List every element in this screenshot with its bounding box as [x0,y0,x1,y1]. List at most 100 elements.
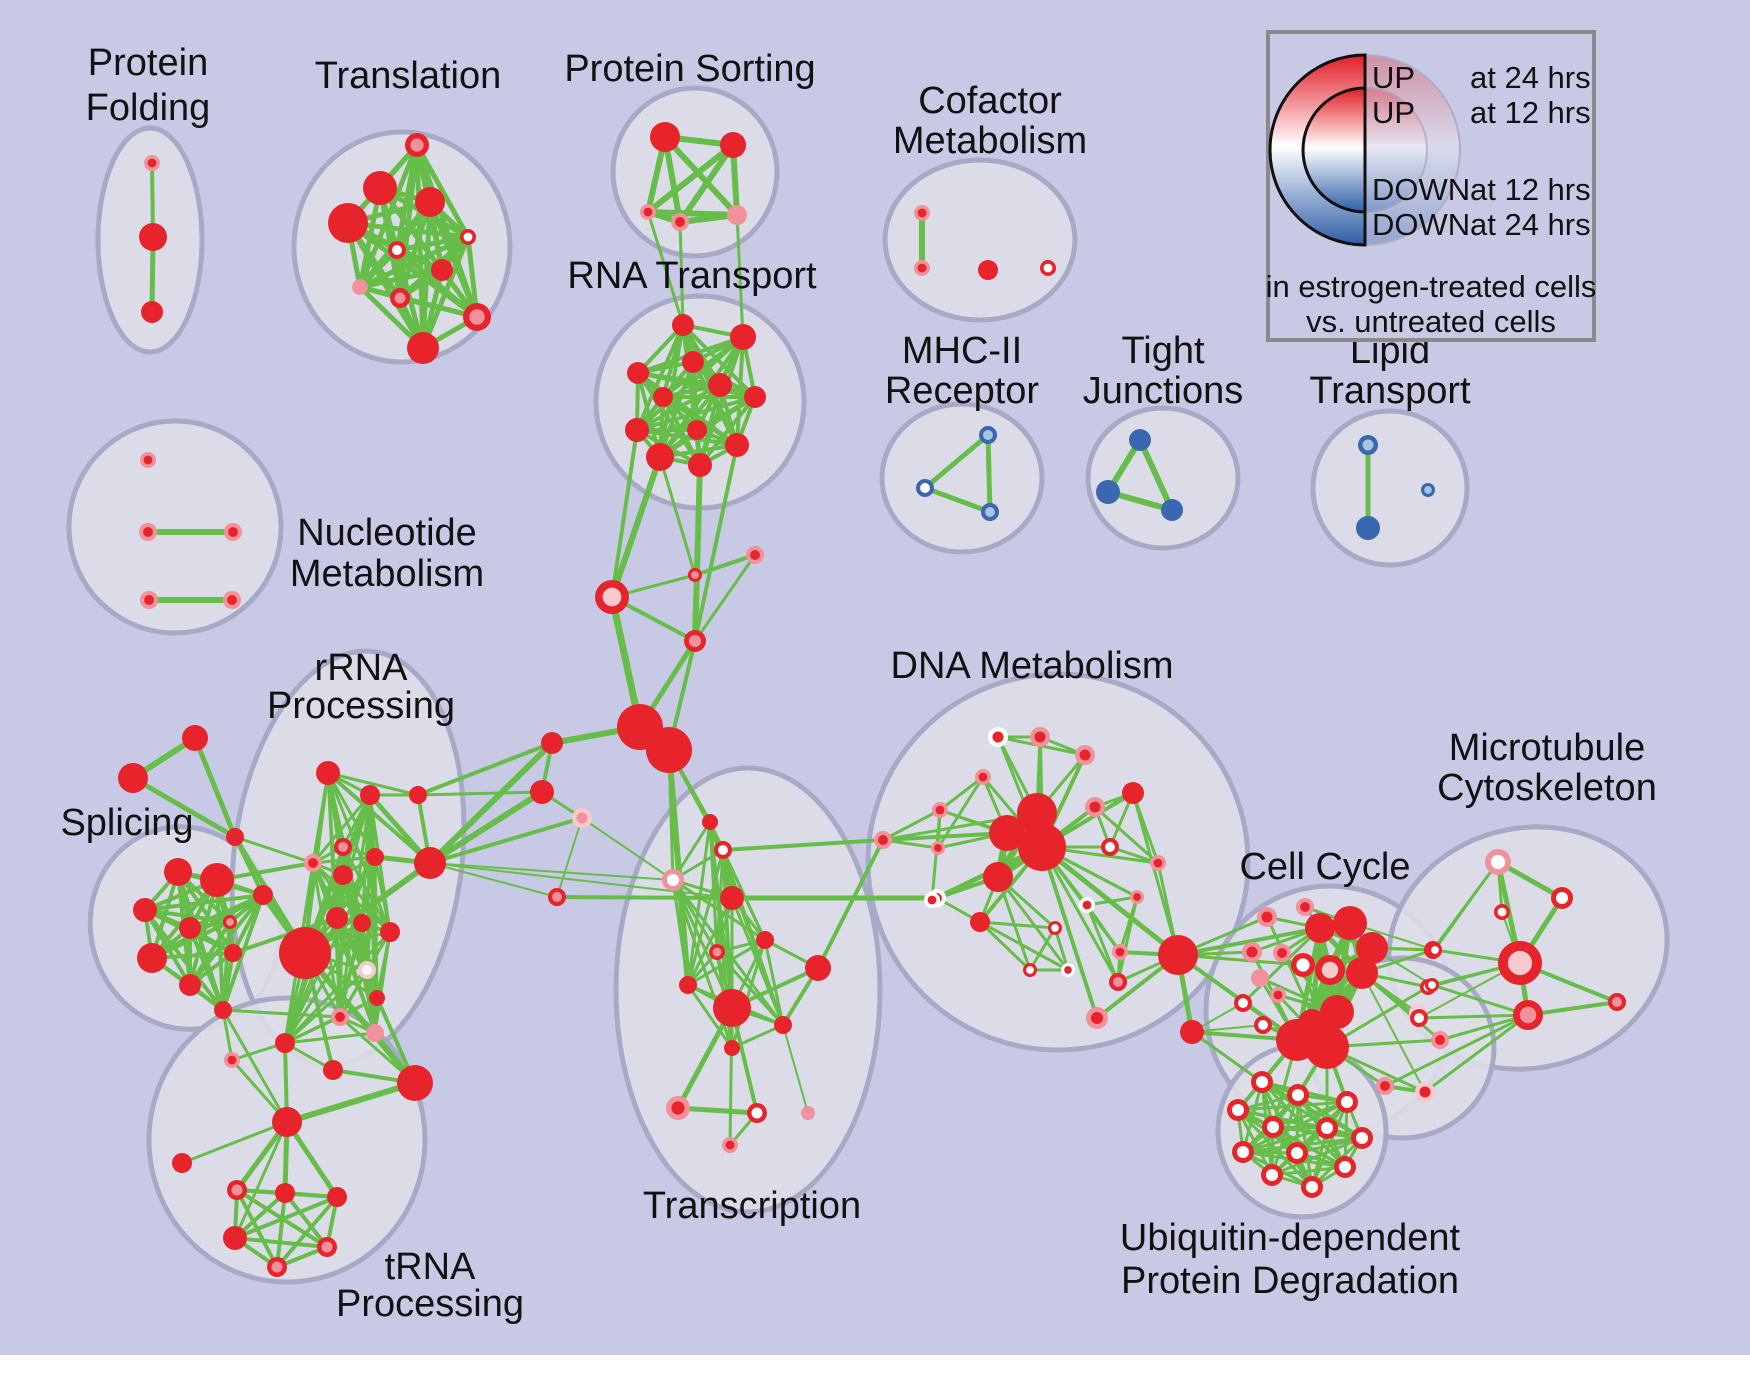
node-s8 [224,944,242,962]
cluster-label-cell-cycle: Cell Cycle [1239,846,1410,888]
legend-time-0: at 24 hrs [1470,60,1591,95]
legend-time-3: at 24 hrs [1470,207,1591,242]
network-edge [635,395,757,432]
node-m1-core [1490,854,1506,870]
node-r9 [380,922,400,942]
cluster-label-tight-junctions: Junctions [1083,370,1244,412]
network-edge [1028,926,1057,972]
network-edge [233,835,265,897]
network-edge [938,775,985,812]
cluster-label-nucleotide-metabolism: Nucleotide [297,512,477,554]
network-edge [1085,903,1120,984]
network-edge [1040,845,1099,1020]
node-tr5-core [463,232,473,242]
network-edge [662,134,740,218]
node-s3 [133,898,157,922]
node-dX [1158,935,1198,975]
network-edge [429,862,674,881]
network-edge [763,938,785,1027]
network-edge [978,920,1032,972]
node-x6 [724,1040,740,1056]
node-r6 [366,848,384,866]
cluster-label-protein-folding: Protein [88,42,208,84]
node-tr8 [352,279,368,295]
network-edge [416,741,554,797]
node-m3-core [1497,907,1507,917]
node-qc-core [1261,911,1273,923]
network-edge [1137,437,1175,513]
network-edge [1116,895,1139,984]
node-qk-core [1321,961,1339,979]
node-tj2 [1096,480,1120,504]
network-edge [881,831,1009,842]
network-edge [666,747,691,988]
node-u7-core [321,1241,333,1253]
network-edge [555,895,734,900]
node-r20-core [227,1055,237,1065]
network-edge [284,1080,418,1125]
node-rt7 [744,386,766,408]
node-ub7-core [1355,1131,1369,1145]
node-c5 [541,732,563,754]
node-tr3 [415,187,445,217]
network-edge [357,267,445,290]
node-c12-core [878,835,888,845]
network-edge [677,142,736,225]
node-qx-core [1435,1035,1445,1045]
network-edge [728,1006,734,1147]
cluster-label-rrna-processing: Processing [267,685,455,727]
node-dW-core [1113,977,1123,987]
cluster-label-microtubule-cytoskeleton: Microtubule [1449,727,1645,769]
node-ps2 [720,132,746,158]
network-edge [311,855,377,865]
network-edge [1131,791,1180,957]
network-edge [721,838,885,852]
network-edge [1039,844,1181,958]
node-rt3 [682,351,704,373]
network-edge [221,1008,289,1124]
cluster-label-cofactor-metabolism: Cofactor [918,80,1062,122]
node-rt2 [730,324,756,350]
node-r5 [333,865,353,885]
cluster-lipid-transport [1310,408,1470,568]
node-tr7 [431,259,453,281]
node-u1 [272,1107,302,1137]
network-edge [233,1236,329,1249]
node-x11-core [725,1140,735,1150]
node-rt1 [672,314,694,336]
node-c10-core [666,873,680,887]
node-b [1180,1020,1204,1044]
node-x5 [774,1016,792,1034]
node-r11 [369,990,385,1006]
node-r7 [326,907,348,929]
node-rt9 [687,420,707,440]
node-ub10-core [1338,1160,1352,1174]
node-u6 [223,1226,247,1250]
node-m8-core [1428,981,1436,989]
node-u8-core [271,1261,283,1273]
node-ps4-core [675,217,685,227]
network-edge [176,870,235,955]
legend-time-2: at 12 hrs [1470,172,1591,207]
node-s10 [214,1001,232,1019]
network-edge [678,220,685,327]
node-t2 [118,763,148,793]
node-tr9-core [394,292,406,304]
node-r15 [279,927,331,979]
node-m4-core [1507,950,1533,976]
node-ub6-core [1320,1121,1334,1135]
node-n3-core [228,527,238,537]
node-r2 [360,785,380,805]
node-u2 [172,1153,192,1173]
node-qq [1320,995,1354,1029]
node-dB-core [1034,731,1046,743]
node-qe [1305,913,1335,943]
network-edge [275,1195,339,1269]
node-dC-core [1079,749,1091,761]
node-cf4-core [1043,263,1053,273]
node-t1 [182,725,208,751]
cluster-label-trna-processing: tRNA [385,1246,476,1288]
node-s6 [179,974,201,996]
